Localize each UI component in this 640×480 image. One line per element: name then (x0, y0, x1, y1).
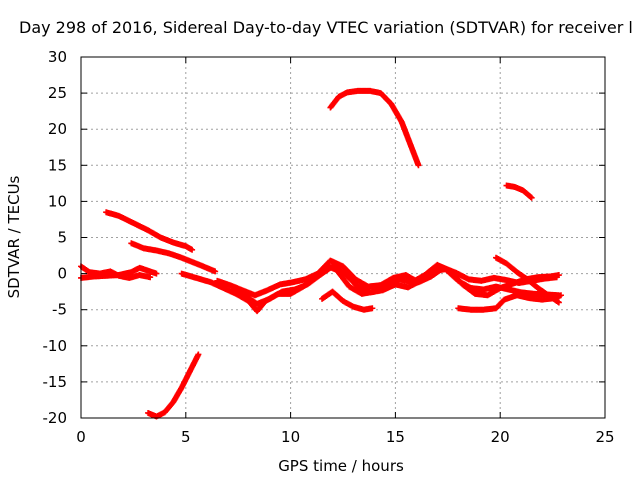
data-point (189, 246, 196, 253)
data-point (415, 162, 422, 169)
data-point (553, 274, 560, 281)
chart-title: Day 298 of 2016, Sidereal Day-to-day VTE… (19, 18, 633, 37)
y-tick-label: 20 (48, 120, 67, 138)
data-point (147, 274, 154, 281)
series-track-4 (103, 209, 196, 253)
x-tick-label: 15 (386, 428, 405, 446)
y-tick-label: 30 (48, 48, 67, 66)
y-axis-label: SDTVAR / TECUs (5, 175, 23, 298)
x-tick-label: 10 (281, 428, 300, 446)
series-track-5 (128, 240, 219, 275)
series-track-1 (327, 87, 422, 169)
y-tick-label: -10 (43, 337, 68, 355)
y-tick-label: 10 (48, 192, 67, 210)
x-tick-label: 0 (76, 428, 86, 446)
data-point (212, 268, 219, 275)
y-tick-label: -20 (43, 409, 68, 427)
marker (527, 193, 534, 200)
axis-ticks: 0 5 10 15 20 25 30 25 20 15 10 5 0 -5 -10 -15 -20 (43, 48, 615, 446)
series-track-13 (493, 254, 562, 306)
x-tick-label: 5 (181, 428, 191, 446)
x-tick-label: 20 (491, 428, 510, 446)
y-tick-label: 0 (57, 265, 67, 283)
data-point (555, 299, 562, 306)
data-point (528, 194, 535, 201)
series-track-11 (319, 288, 376, 313)
x-tick-label: 25 (595, 428, 614, 446)
data-point (557, 292, 564, 299)
x-axis-label: GPS time / hours (278, 457, 404, 475)
y-tick-label: 5 (57, 229, 67, 247)
series-track-2 (503, 182, 535, 201)
y-tick-label: 25 (48, 84, 67, 102)
y-tick-label: 15 (48, 156, 67, 174)
series-track-3 (145, 351, 202, 420)
data-point (195, 351, 202, 358)
data-point (369, 305, 376, 312)
series-track-10 (228, 263, 562, 307)
data-point (153, 270, 160, 277)
y-tick-label: -15 (43, 373, 68, 391)
y-tick-label: -5 (52, 301, 67, 319)
data-points (78, 87, 564, 420)
